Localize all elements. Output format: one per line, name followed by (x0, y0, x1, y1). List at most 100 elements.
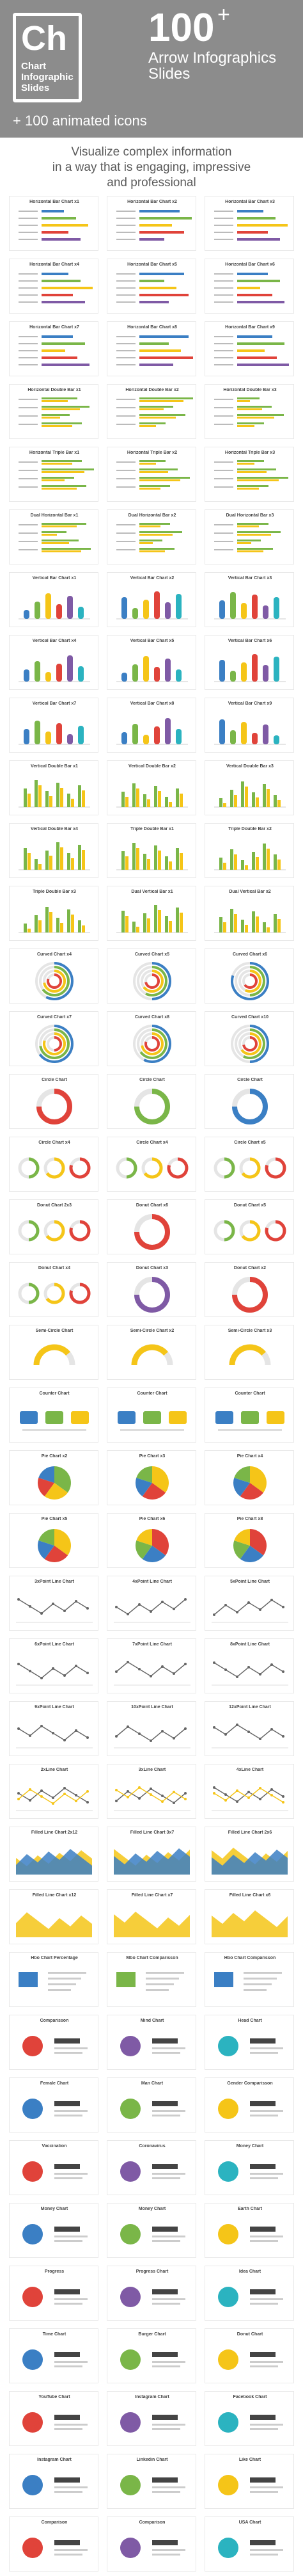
slide-thumbnail[interactable]: Vertical Bar Chart x624 (205, 635, 294, 690)
slide-thumbnail[interactable]: Dual Horizontal Bar x116 (9, 509, 98, 564)
slide-thumbnail[interactable]: Comparisson88 (9, 2015, 98, 2070)
slide-thumbnail[interactable]: Horizontal Bar Chart x101 (9, 196, 98, 251)
slide-thumbnail[interactable]: Triple Double Bar x132 (107, 823, 196, 878)
slide-thumbnail[interactable]: Pie Chart x866 (205, 1513, 294, 1568)
slide-thumbnail[interactable]: Horizontal Triple Bar x214 (107, 447, 196, 502)
slide-thumbnail[interactable]: Counter Chart60 (205, 1388, 294, 1443)
slide-thumbnail[interactable]: Horizontal Triple Bar x113 (9, 447, 98, 502)
slide-thumbnail[interactable]: YouTube Chart106 (9, 2391, 98, 2446)
slide-thumbnail[interactable]: Filled Line Chart x1282 (9, 1889, 98, 1944)
slide-thumbnail[interactable]: Comparison113 (107, 2516, 196, 2572)
slide-thumbnail[interactable]: Pie Chart x362 (107, 1450, 196, 1505)
slide-thumbnail[interactable]: Facebook Chart108 (205, 2391, 294, 2446)
slide-thumbnail[interactable]: Head Chart90 (205, 2015, 294, 2070)
slide-thumbnail[interactable]: Vaccination94 (9, 2140, 98, 2195)
slide-thumbnail[interactable]: Idea Chart102 (205, 2266, 294, 2321)
slide-thumbnail[interactable]: Vertical Bar Chart x927 (205, 698, 294, 753)
slide-thumbnail[interactable]: Vertical Double Bar x229 (107, 760, 196, 815)
slide-thumbnail[interactable]: Vertical Bar Chart x321 (205, 572, 294, 627)
slide-thumbnail[interactable]: Donut Chart x353 (107, 1262, 196, 1317)
slide-thumbnail[interactable]: Money Chart98 (107, 2203, 196, 2258)
slide-thumbnail[interactable]: Like Chart111 (205, 2454, 294, 2509)
slide-thumbnail[interactable]: Money Chart97 (9, 2203, 98, 2258)
slide-thumbnail[interactable]: 10xPoint Line Chart74 (107, 1701, 196, 1756)
slide-thumbnail[interactable]: Vertical Double Bar x128 (9, 760, 98, 815)
slide-thumbnail[interactable]: Horizontal Bar Chart x606 (205, 259, 294, 314)
slide-thumbnail[interactable]: Curved Chart x1042 (205, 1011, 294, 1066)
slide-thumbnail[interactable]: Pie Chart x261 (9, 1450, 98, 1505)
slide-thumbnail[interactable]: Donut Chart x452 (9, 1262, 98, 1317)
slide-thumbnail[interactable]: Horizontal Bar Chart x404 (9, 259, 98, 314)
slide-thumbnail[interactable]: Horizontal Triple Bar x315 (205, 447, 294, 502)
slide-thumbnail[interactable]: Circle Chart x548 (205, 1137, 294, 1192)
slide-thumbnail[interactable]: Pie Chart x463 (205, 1450, 294, 1505)
slide-thumbnail[interactable]: 4xLine Chart78 (205, 1764, 294, 1819)
slide-thumbnail[interactable]: Dual Horizontal Bar x217 (107, 509, 196, 564)
slide-thumbnail[interactable]: Comparison112 (9, 2516, 98, 2572)
slide-thumbnail[interactable]: Gender Comparisson93 (205, 2077, 294, 2132)
slide-thumbnail[interactable]: Dual Horizontal Bar x318 (205, 509, 294, 564)
slide-thumbnail[interactable]: Linkedin Chart110 (107, 2454, 196, 2509)
slide-thumbnail[interactable]: Vertical Double Bar x431 (9, 823, 98, 878)
slide-thumbnail[interactable]: 2xLine Chart76 (9, 1764, 98, 1819)
slide-thumbnail[interactable]: 4xPoint Line Chart68 (107, 1576, 196, 1631)
slide-thumbnail[interactable]: Counter Chart58 (9, 1388, 98, 1443)
slide-thumbnail[interactable]: Circle Chart45 (205, 1074, 294, 1129)
slide-thumbnail[interactable]: Pie Chart x665 (107, 1513, 196, 1568)
slide-thumbnail[interactable]: Semi-Circle Chart x256 (107, 1325, 196, 1380)
slide-thumbnail[interactable]: Donut Chart x254 (205, 1262, 294, 1317)
slide-thumbnail[interactable]: Pie Chart x564 (9, 1513, 98, 1568)
slide-thumbnail[interactable]: Donut Chart105 (205, 2328, 294, 2383)
slide-thumbnail[interactable]: Horizontal Double Bar x312 (205, 384, 294, 439)
slide-thumbnail[interactable]: 3xPoint Line Chart67 (9, 1576, 98, 1631)
slide-thumbnail[interactable]: Horizontal Double Bar x211 (107, 384, 196, 439)
slide-thumbnail[interactable]: Filled Line Chart 3x780 (107, 1827, 196, 1882)
slide-thumbnail[interactable]: Dual Vertical Bar x135 (107, 886, 196, 941)
slide-thumbnail[interactable]: Progress100 (9, 2266, 98, 2321)
slide-thumbnail[interactable]: Vertical Bar Chart x826 (107, 698, 196, 753)
slide-thumbnail[interactable]: 6xPoint Line Chart70 (9, 1638, 98, 1693)
slide-thumbnail[interactable]: Semi-Circle Chart x357 (205, 1325, 294, 1380)
slide-thumbnail[interactable]: Hbo Chart Comparisson87 (205, 1952, 294, 2007)
slide-thumbnail[interactable]: Circle Chart x447 (107, 1137, 196, 1192)
slide-thumbnail[interactable]: Man Chart92 (107, 2077, 196, 2132)
slide-thumbnail[interactable]: Circle Chart x446 (9, 1137, 98, 1192)
slide-thumbnail[interactable]: Mbo Chart Comparisson86 (107, 1952, 196, 2007)
slide-thumbnail[interactable]: Filled Line Chart x783 (107, 1889, 196, 1944)
slide-thumbnail[interactable]: Donut Chart x650 (107, 1199, 196, 1254)
slide-thumbnail[interactable]: Vertical Bar Chart x725 (9, 698, 98, 753)
slide-thumbnail[interactable]: 5xPoint Line Chart69 (205, 1576, 294, 1631)
slide-thumbnail[interactable]: Vertical Bar Chart x220 (107, 572, 196, 627)
slide-thumbnail[interactable]: Earth Chart99 (205, 2203, 294, 2258)
slide-thumbnail[interactable]: Curved Chart x437 (9, 948, 98, 1004)
slide-thumbnail[interactable]: 3xLine Chart77 (107, 1764, 196, 1819)
slide-thumbnail[interactable]: Curved Chart x740 (9, 1011, 98, 1066)
slide-thumbnail[interactable]: USA Chart114 (205, 2516, 294, 2572)
slide-thumbnail[interactable]: Horizontal Double Bar x110 (9, 384, 98, 439)
slide-thumbnail[interactable]: Burger Chart104 (107, 2328, 196, 2383)
slide-thumbnail[interactable]: Circle Chart44 (107, 1074, 196, 1129)
slide-thumbnail[interactable]: Curved Chart x538 (107, 948, 196, 1004)
slide-thumbnail[interactable]: Progress Chart101 (107, 2266, 196, 2321)
slide-thumbnail[interactable]: Curved Chart x841 (107, 1011, 196, 1066)
slide-thumbnail[interactable]: Curved Chart x639 (205, 948, 294, 1004)
slide-thumbnail[interactable]: 7xPoint Line Chart71 (107, 1638, 196, 1693)
slide-thumbnail[interactable]: Dual Vertical Bar x236 (205, 886, 294, 941)
slide-thumbnail[interactable]: Donut Chart x551 (205, 1199, 294, 1254)
slide-thumbnail[interactable]: Filled Line Chart 2x1279 (9, 1827, 98, 1882)
slide-thumbnail[interactable]: Instagram Chart109 (9, 2454, 98, 2509)
slide-thumbnail[interactable]: Filled Line Chart x684 (205, 1889, 294, 1944)
slide-thumbnail[interactable]: Horizontal Bar Chart x303 (205, 196, 294, 251)
slide-thumbnail[interactable]: 8xPoint Line Chart72 (205, 1638, 294, 1693)
slide-thumbnail[interactable]: Money Chart96 (205, 2140, 294, 2195)
slide-thumbnail[interactable]: Mind Chart89 (107, 2015, 196, 2070)
slide-thumbnail[interactable]: Semi-Circle Chart55 (9, 1325, 98, 1380)
slide-thumbnail[interactable]: Hbo Chart Percentage85 (9, 1952, 98, 2007)
slide-thumbnail[interactable]: 9xPoint Line Chart73 (9, 1701, 98, 1756)
slide-thumbnail[interactable]: Vertical Bar Chart x422 (9, 635, 98, 690)
slide-thumbnail[interactable]: Horizontal Bar Chart x909 (205, 321, 294, 376)
slide-thumbnail[interactable]: Triple Double Bar x233 (205, 823, 294, 878)
slide-thumbnail[interactable]: Horizontal Bar Chart x808 (107, 321, 196, 376)
slide-thumbnail[interactable]: Vertical Double Bar x330 (205, 760, 294, 815)
slide-thumbnail[interactable]: Donut Chart 2x349 (9, 1199, 98, 1254)
